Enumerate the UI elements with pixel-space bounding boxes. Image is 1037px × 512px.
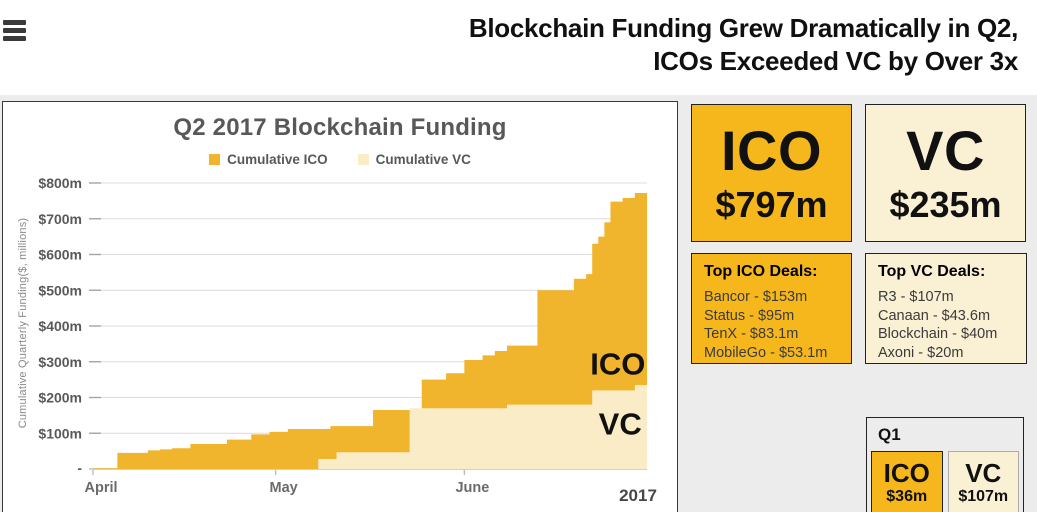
- ico-total-card: ICO $797m: [691, 104, 852, 242]
- deal-item: R3 - $107m: [878, 289, 954, 305]
- deal-item: Status - $95m: [704, 307, 795, 324]
- vc-total-value: $235m: [889, 184, 1002, 225]
- deal-item: Axoni - $20m: [878, 344, 964, 361]
- svg-text:$200m: $200m: [38, 390, 82, 406]
- top-ico-deals-card: Top ICO Deals: Bancor - $153m Status - $9…: [691, 253, 852, 364]
- svg-text:May: May: [270, 480, 298, 496]
- svg-text:June: June: [455, 480, 489, 496]
- vc-total-label: VC: [906, 119, 985, 182]
- deal-item: MobileGo - $53.1m: [704, 344, 828, 361]
- legend-label-ico: Cumulative ICO: [227, 152, 328, 167]
- q1-comparison-box: Q1 ICO $36m VC $107m: [866, 417, 1024, 512]
- q1-ico-label: ICO: [883, 458, 930, 488]
- page-title-line1: Blockchain Funding Grew Dramatically in …: [468, 13, 1018, 43]
- q1-vc-card: VC $107m: [947, 451, 1019, 512]
- legend-label-vc: Cumulative VC: [375, 152, 471, 167]
- funding-area-chart: $100m $200m $300m $400m $500m $600m $700m $800m…: [38, 175, 657, 505]
- q1-ico-value: $36m: [886, 488, 928, 505]
- svg-text:2017: 2017: [619, 486, 657, 505]
- svg-text:-: -: [77, 460, 82, 476]
- deal-item: Bancor - $153m: [704, 289, 808, 305]
- deal-item: TenX - $83.1m: [704, 326, 799, 342]
- top-vc-deals-card: Top VC Deals: R3 - $107m Canaan - $43.6m B…: [865, 253, 1027, 364]
- top-vc-deals-list: R3 - $107m Canaan - $43.6m Blockchain - $4…: [878, 288, 1014, 362]
- y-axis-label: Cumulative Quarterly Funding($, millions…: [17, 217, 29, 429]
- chart-title: Q2 2017 Blockchain Funding: [173, 114, 507, 141]
- svg-text:April: April: [84, 480, 117, 496]
- legend-item-ico: Cumulative ICO: [209, 152, 328, 167]
- page-title: Blockchain Funding Grew Dramatically in …: [378, 12, 1018, 78]
- q1-vc-label: VC: [965, 458, 1002, 488]
- hamburger-menu-icon[interactable]: [3, 20, 26, 42]
- header: Blockchain Funding Grew Dramatically in …: [0, 0, 1037, 95]
- q1-label: Q1: [878, 425, 901, 444]
- deal-item: Blockchain - $40m: [878, 326, 998, 342]
- legend-swatch-vc: [357, 154, 369, 165]
- funding-chart-card: $100m $200m $300m $400m $500m $600m $700m $800m…: [2, 101, 678, 512]
- top-ico-deals-list: Bancor - $153m Status - $95m TenX - $83.1m…: [704, 288, 839, 362]
- svg-text:$400m: $400m: [38, 318, 82, 334]
- svg-text:$800m: $800m: [38, 175, 82, 191]
- svg-text:$300m: $300m: [38, 354, 82, 370]
- svg-text:$500m: $500m: [38, 282, 82, 298]
- deal-item: Canaan - $43.6m: [878, 307, 991, 324]
- svg-text:$600m: $600m: [38, 247, 82, 263]
- ico-total-label: ICO: [720, 119, 823, 182]
- page-title-line2: ICOs Exceeded VC by Over 3x: [653, 46, 1018, 76]
- q1-ico-card: ICO $36m: [871, 451, 943, 512]
- svg-text:$100m: $100m: [38, 425, 82, 441]
- legend-swatch-ico: [209, 154, 221, 165]
- legend-item-vc: Cumulative VC: [357, 152, 471, 167]
- top-vc-deals-title: Top VC Deals:: [878, 263, 986, 280]
- chart-legend: Cumulative ICO Cumulative VC: [3, 152, 677, 167]
- svg-text:VC: VC: [599, 407, 642, 442]
- top-ico-deals-title: Top ICO Deals:: [704, 263, 818, 280]
- svg-text:$700m: $700m: [38, 211, 82, 227]
- q1-row: ICO $36m VC $107m: [867, 451, 1023, 512]
- q1-vc-value: $107m: [958, 488, 1009, 505]
- ico-total-value: $797m: [715, 184, 828, 225]
- vc-total-card: VC $235m: [865, 104, 1026, 242]
- svg-text:ICO: ICO: [590, 347, 645, 382]
